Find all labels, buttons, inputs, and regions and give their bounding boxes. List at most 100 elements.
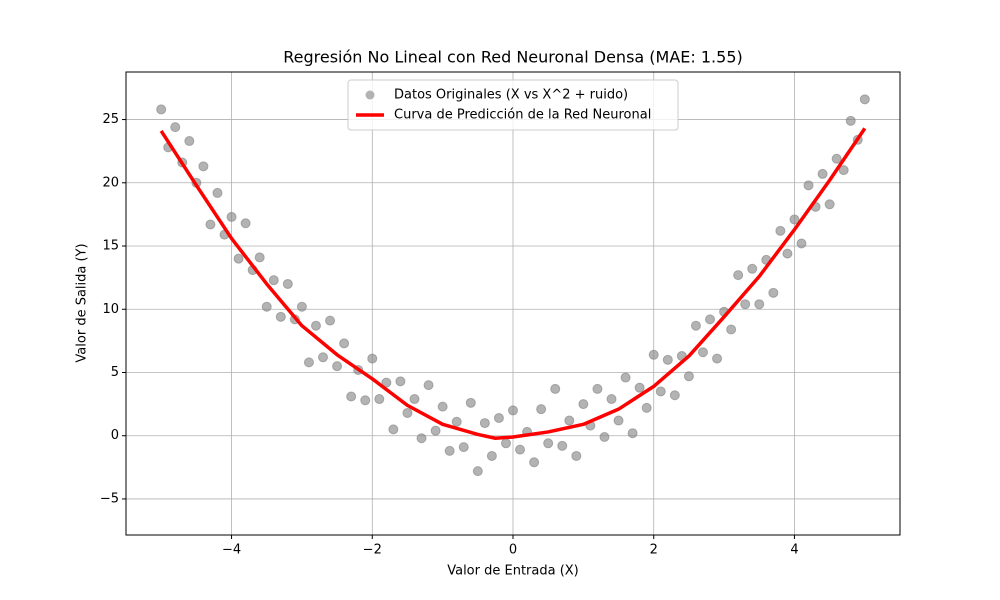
data-point	[662, 354, 673, 365]
data-point	[613, 415, 624, 426]
data-point	[754, 299, 765, 310]
data-point	[536, 404, 547, 415]
data-point	[254, 252, 265, 263]
data-point	[768, 287, 779, 298]
data-point	[845, 115, 856, 126]
x-tick-label: 4	[790, 543, 798, 558]
data-point	[325, 315, 336, 326]
data-point	[261, 301, 272, 312]
data-point	[339, 338, 350, 349]
data-point	[374, 394, 385, 405]
data-point	[578, 399, 589, 410]
data-point	[508, 405, 518, 416]
data-point	[395, 376, 406, 387]
data-point	[550, 383, 561, 394]
y-tick-label: −5	[100, 491, 119, 506]
y-tick-label: 0	[111, 428, 119, 443]
data-point	[697, 347, 708, 358]
y-tick-label: 20	[102, 175, 119, 190]
data-point	[733, 270, 744, 281]
data-point	[303, 357, 314, 368]
data-point	[824, 199, 835, 210]
data-point	[564, 415, 575, 426]
data-point	[543, 438, 554, 449]
data-point	[796, 238, 807, 249]
prediction-line	[159, 127, 867, 441]
data-point	[444, 445, 455, 456]
y-tick-label: 25	[102, 112, 119, 127]
data-point	[648, 349, 659, 360]
data-point	[318, 352, 329, 363]
x-tick-label: 0	[509, 543, 517, 558]
data-point	[690, 320, 701, 331]
data-point	[360, 395, 371, 406]
data-point	[296, 301, 307, 312]
data-point	[402, 407, 413, 418]
data-point	[156, 104, 167, 115]
legend-box	[347, 79, 679, 131]
data-point	[486, 450, 497, 461]
legend-swatch	[365, 90, 375, 100]
data-point	[346, 391, 357, 402]
data-point	[683, 371, 694, 382]
data-point	[712, 353, 723, 364]
data-point	[620, 372, 631, 383]
data-point	[606, 394, 617, 405]
data-point	[409, 394, 420, 405]
legend-label: Datos Originales (X vs X^2 + ruido)	[394, 88, 628, 103]
data-point	[184, 136, 195, 147]
x-tick-label: −4	[222, 543, 241, 558]
data-point	[268, 275, 279, 286]
data-point	[669, 390, 680, 401]
x-tick-label: −2	[363, 543, 382, 558]
legend-label: Curva de Predicción de la Red Neuronal	[394, 108, 651, 123]
data-point	[310, 320, 321, 331]
data-point	[205, 219, 216, 230]
y-tick-label: 15	[102, 239, 119, 254]
data-point	[655, 386, 666, 397]
data-point	[430, 425, 441, 436]
x-axis-label: Valor de Entrada (X)	[447, 564, 579, 579]
data-point	[557, 440, 568, 451]
data-point	[641, 402, 652, 413]
data-point	[416, 433, 427, 444]
data-point	[831, 153, 842, 164]
data-point	[437, 401, 448, 412]
data-point	[367, 353, 378, 364]
data-point	[627, 428, 638, 439]
data-point	[493, 413, 504, 424]
data-point	[775, 225, 786, 236]
x-tick-label: 2	[650, 543, 658, 558]
data-point	[233, 253, 244, 264]
plot-frame	[125, 71, 901, 536]
data-point	[747, 263, 758, 274]
data-point	[388, 424, 399, 435]
data-point	[275, 311, 286, 322]
data-point	[451, 416, 462, 427]
chart-title: Regresión No Lineal con Red Neuronal Den…	[283, 48, 743, 67]
data-point	[803, 180, 814, 191]
data-point	[458, 442, 469, 453]
data-point	[859, 94, 870, 105]
data-point	[170, 122, 181, 133]
y-axis-label: Valor de Salida (Y)	[75, 243, 90, 362]
y-tick-label: 5	[111, 365, 119, 380]
data-point	[529, 457, 540, 468]
data-point	[212, 187, 223, 198]
data-point	[472, 466, 483, 477]
data-point	[740, 299, 751, 310]
data-point	[240, 218, 251, 229]
data-point	[423, 380, 434, 391]
data-point	[705, 314, 716, 325]
data-point	[332, 361, 343, 372]
data-point	[500, 438, 511, 449]
data-point	[198, 161, 209, 172]
data-point	[726, 324, 737, 335]
data-point	[782, 248, 793, 259]
data-point	[592, 383, 603, 394]
data-point	[789, 214, 800, 225]
data-point	[817, 168, 828, 179]
data-point	[571, 450, 582, 461]
data-point	[515, 444, 526, 455]
